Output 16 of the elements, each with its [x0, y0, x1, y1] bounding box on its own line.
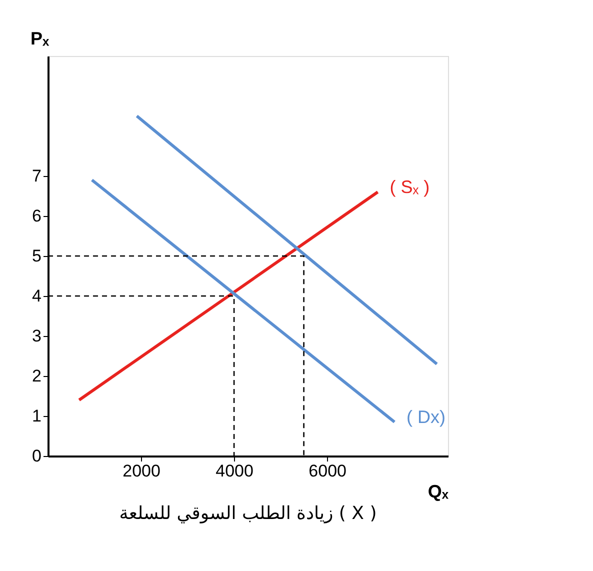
y-tick-label: 0	[32, 446, 42, 466]
x-tick-label: 4000	[216, 462, 254, 480]
y-axis-title: Pₓ	[30, 28, 50, 48]
y-tick-label: 7	[32, 166, 42, 186]
x-tick-label: 2000	[122, 462, 160, 480]
y-tick-label: 4	[32, 286, 42, 306]
x-axis-title: Qₓ	[428, 482, 449, 502]
y-tick-label: 1	[32, 406, 42, 426]
y-tick-label: 6	[32, 206, 42, 226]
y-tick-label: 5	[32, 246, 42, 266]
y-tick-label: 3	[32, 326, 42, 346]
series-label: ( Dx)	[406, 407, 446, 427]
series-label: ( Sₓ )	[390, 177, 430, 197]
y-tick-label: 2	[32, 366, 42, 386]
x-tick-label: 6000	[308, 462, 346, 480]
text: زيادة الطلب السوقي للسلعة ( X )	[119, 503, 377, 524]
